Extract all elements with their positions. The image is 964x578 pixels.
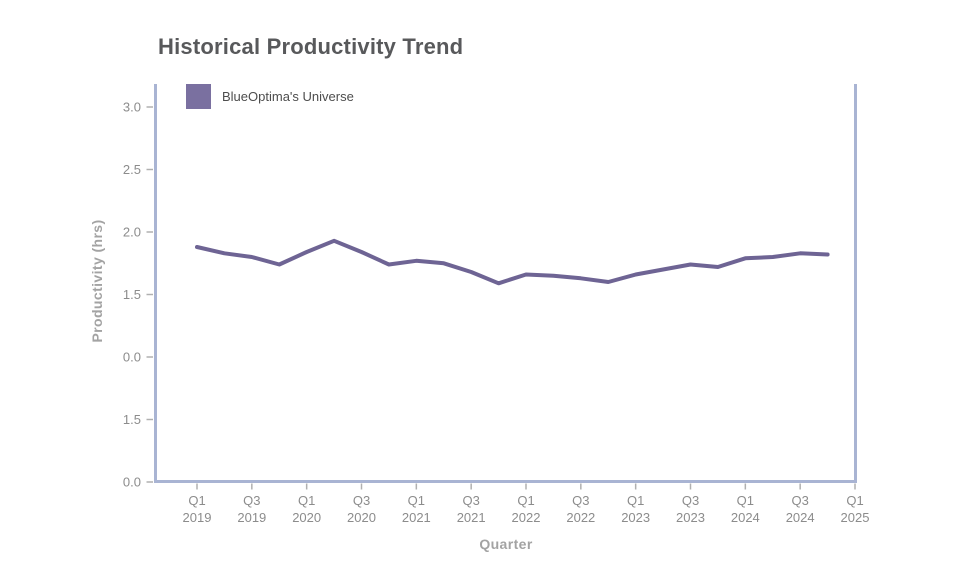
x-tick-label-year: 2023 [621,510,650,525]
y-tick-label: 2.5 [123,162,141,177]
x-tick-label-quarter: Q1 [298,493,315,508]
x-tick-label-year: 2022 [512,510,541,525]
x-tick-label-year: 2022 [566,510,595,525]
x-tick-label-quarter: Q3 [462,493,479,508]
trend-line [195,238,830,286]
x-tick-label-year: 2020 [292,510,321,525]
x-axis-title: Quarter [479,536,533,552]
x-tick-label-quarter: Q1 [627,493,644,508]
x-tick-label-quarter: Q3 [572,493,589,508]
chart-title: Historical Productivity Trend [158,34,464,59]
y-tick-label: 2.0 [123,225,141,240]
x-tick-label-quarter: Q3 [353,493,370,508]
x-tick-label-quarter: Q3 [682,493,699,508]
legend-swatch [186,84,211,109]
y-tick-label: 0.0 [123,350,141,365]
x-tick-label-year: 2019 [183,510,212,525]
x-tick-label-quarter: Q1 [737,493,754,508]
x-tick-label-quarter: Q3 [791,493,808,508]
y-tick-label: 1.5 [123,412,141,427]
y-tick-label: 0.0 [123,475,141,490]
x-tick-label-quarter: Q1 [846,493,863,508]
x-tick-label-year: 2023 [676,510,705,525]
y-tick-label: 3.0 [123,100,141,115]
x-tick-label-year: 2025 [841,510,870,525]
x-tick-label-year: 2019 [237,510,266,525]
x-tick-label-quarter: Q3 [243,493,260,508]
legend: BlueOptima's Universe [186,84,354,109]
legend-label: BlueOptima's Universe [222,89,354,104]
x-tick-label-quarter: Q1 [188,493,205,508]
x-tick-label-year: 2021 [457,510,486,525]
x-tick-label-year: 2024 [786,510,815,525]
x-tick-label-quarter: Q1 [517,493,534,508]
x-tick-label-year: 2024 [731,510,760,525]
x-tick-label-year: 2021 [402,510,431,525]
x-tick-label-year: 2020 [347,510,376,525]
y-tick-label: 1.5 [123,287,141,302]
x-tick-label-quarter: Q1 [408,493,425,508]
